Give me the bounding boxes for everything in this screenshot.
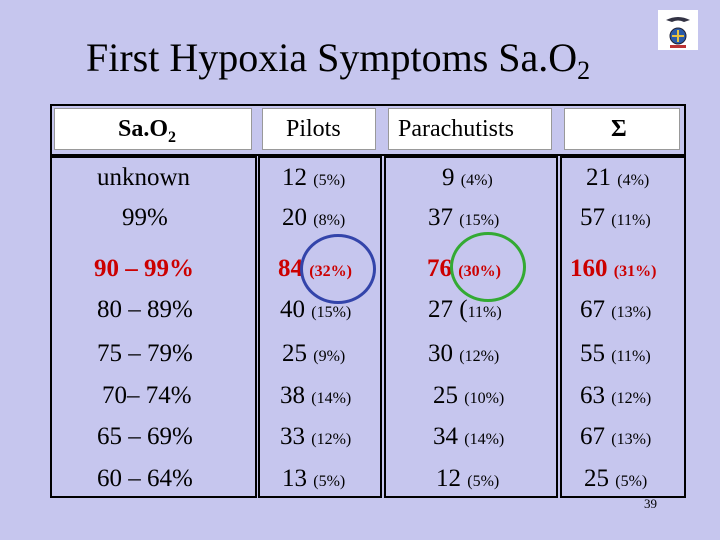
- pilots-value: 25 (9%): [282, 340, 346, 367]
- para-value: 34 (14%): [433, 423, 505, 450]
- pilots-value: 33 (12%): [280, 423, 352, 450]
- para-value: 30 (12%): [428, 340, 500, 367]
- row-label: 65 – 69%: [97, 423, 193, 450]
- para-value: 12 (5%): [436, 465, 500, 492]
- sum-value: 55 (11%): [580, 340, 651, 367]
- para-value: 27 (11%): [428, 296, 502, 323]
- page-number: 39: [644, 496, 657, 511]
- header-sigma: Σ: [611, 116, 627, 142]
- para-value: 37 (15%): [428, 204, 500, 231]
- pilots-value: 13 (5%): [282, 465, 346, 492]
- pilots-highlight-circle: [300, 234, 376, 304]
- row-label: unknown: [97, 164, 191, 191]
- row-label: 75 – 79%: [97, 340, 193, 367]
- parachutists-highlight-circle: [450, 232, 526, 302]
- row-label: 99%: [122, 204, 168, 231]
- sum-column-box: [560, 156, 686, 498]
- pilots-value: 20 (8%): [282, 204, 346, 231]
- header-parachutists: Parachutists: [398, 116, 514, 142]
- sum-value: 57 (11%): [580, 204, 651, 231]
- header-cell-para-bg: [388, 108, 552, 150]
- header-cell-pilots-bg: [262, 108, 376, 150]
- sum-value: 25 (5%): [584, 465, 648, 492]
- para-value: 25 (10%): [433, 382, 505, 409]
- row-label: 70– 74%: [102, 382, 192, 409]
- parachutists-column-box: [384, 156, 558, 498]
- pilots-value: 12 (5%): [282, 164, 346, 191]
- sum-value: 21 (4%): [586, 164, 650, 191]
- row-label: 80 – 89%: [97, 296, 193, 323]
- header-pilots: Pilots: [286, 116, 341, 142]
- slide-title: First Hypoxia Symptoms Sa.O2: [86, 35, 591, 85]
- emblem-logo: [658, 10, 698, 50]
- sum-value: 67 (13%): [580, 296, 652, 323]
- para-value: 9 (4%): [442, 164, 493, 191]
- row-label: 60 – 64%: [97, 465, 193, 492]
- sum-value-highlight: 160 (31%): [570, 255, 657, 282]
- pilots-column-box: [258, 156, 382, 498]
- pilots-value: 38 (14%): [280, 382, 352, 409]
- label-column-box: [50, 156, 257, 498]
- header-sao2: Sa.O2: [118, 116, 177, 146]
- pilots-value: 40 (15%): [280, 296, 352, 323]
- sum-value: 63 (12%): [580, 382, 652, 409]
- sum-value: 67 (13%): [580, 423, 652, 450]
- header-cell-sigma-bg: [564, 108, 680, 150]
- header-cell-sao2-bg: [54, 108, 252, 150]
- row-label-highlight: 90 – 99%: [94, 255, 194, 282]
